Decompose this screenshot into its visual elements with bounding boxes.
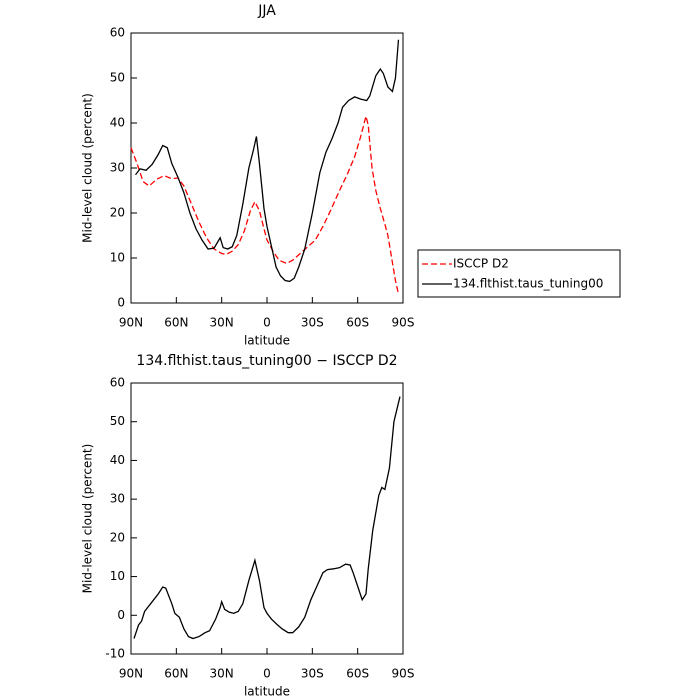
data-line [133, 396, 401, 640]
x-tick-label: 90N [119, 316, 143, 330]
y-tick-label: 30 [110, 492, 125, 506]
y-tick-label: 0 [117, 608, 125, 622]
x-tick-label: 90S [392, 316, 415, 330]
y-tick-label: -10 [105, 647, 125, 661]
y-tick-label: 50 [110, 414, 125, 428]
y-axis-label: Mid-level cloud (percent) [81, 444, 95, 594]
x-axis-label: latitude [244, 685, 290, 699]
chart-title: 134.flthist.taus_tuning00 − ISCCP D2 [136, 353, 397, 369]
y-tick-label: 40 [110, 453, 125, 467]
x-tick-label: 90N [119, 667, 143, 681]
x-tick-label: 60S [346, 667, 369, 681]
y-tick-label: 60 [110, 376, 125, 390]
x-tick-label: 60S [346, 316, 369, 330]
x-tick-label: 30S [301, 316, 324, 330]
plot-frame [130, 382, 404, 655]
x-tick-label: 30N [210, 316, 234, 330]
data-line [135, 39, 400, 283]
x-tick-label: 0 [263, 316, 271, 330]
y-tick-label: 60 [110, 26, 125, 40]
legend-label: 134.flthist.taus_tuning00 [453, 277, 603, 291]
x-tick-label: 30S [301, 667, 324, 681]
x-tick-label: 30N [210, 667, 234, 681]
y-axis-label: Mid-level cloud (percent) [81, 93, 95, 243]
y-tick-label: 10 [110, 251, 125, 265]
legend-label: ISCCP D2 [453, 257, 509, 271]
y-tick-label: 10 [110, 569, 125, 583]
y-tick-label: 20 [110, 530, 125, 544]
y-tick-label: 30 [110, 161, 125, 175]
x-tick-label: 90S [392, 667, 415, 681]
y-tick-label: 40 [110, 116, 125, 130]
chart-title: JJA [257, 3, 276, 19]
x-tick-label: 0 [263, 667, 271, 681]
legend-box [417, 249, 621, 298]
x-tick-label: 60N [164, 667, 188, 681]
y-tick-label: 0 [117, 296, 125, 310]
x-axis-label: latitude [244, 334, 290, 348]
x-tick-label: 60N [164, 316, 188, 330]
data-line [130, 116, 400, 295]
y-tick-label: 50 [110, 71, 125, 85]
plot-frame [130, 32, 404, 304]
y-tick-label: 20 [110, 206, 125, 220]
